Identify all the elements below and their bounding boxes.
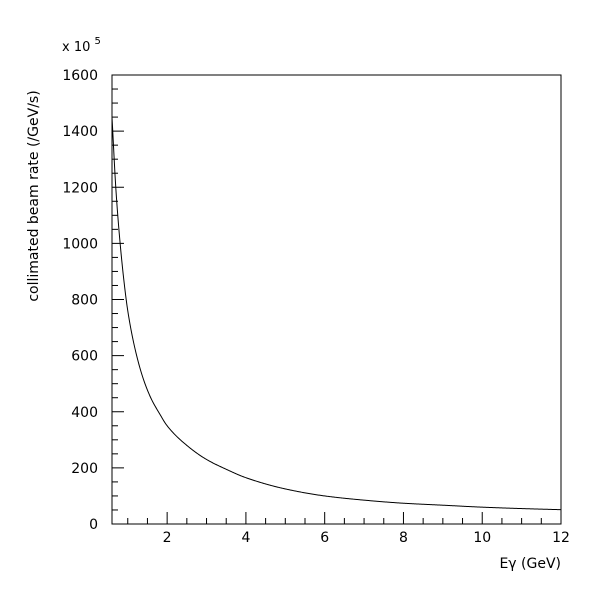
y-multiplier-base: x 10	[62, 40, 90, 55]
plot-frame	[111, 74, 562, 525]
x-tick-label: 12	[552, 530, 570, 546]
y-tick-label: 0	[89, 517, 98, 533]
y-multiplier-exponent: 5	[95, 36, 101, 47]
x-tick-labels: 2 4 6 8 10 12	[163, 530, 570, 546]
x-axis-title: Eγ (GeV)	[499, 556, 561, 572]
y-tick-label: 1000	[62, 236, 98, 252]
y-tick-label: 800	[71, 293, 98, 309]
axis-ticks	[112, 74, 562, 525]
x-tick-label: 10	[473, 530, 491, 546]
y-tick-label: 1400	[62, 124, 98, 140]
y-tick-label: 1600	[62, 68, 98, 84]
y-tick-labels: 0 200 400 600 800 1000 1200 1400 1600	[62, 68, 98, 533]
y-multiplier: x 10 5	[62, 36, 101, 55]
y-tick-label: 400	[71, 405, 98, 421]
x-tick-label: 6	[320, 530, 329, 546]
x-tick-label: 8	[399, 530, 408, 546]
x-tick-label: 4	[241, 530, 250, 546]
y-tick-label: 200	[71, 461, 98, 477]
x-tick-label: 2	[163, 530, 172, 546]
series-line	[111, 117, 562, 511]
y-axis-title: collimated beam rate (/GeV/s)	[26, 90, 42, 301]
y-tick-label: 1200	[62, 180, 98, 196]
y-tick-label: 600	[71, 349, 98, 365]
